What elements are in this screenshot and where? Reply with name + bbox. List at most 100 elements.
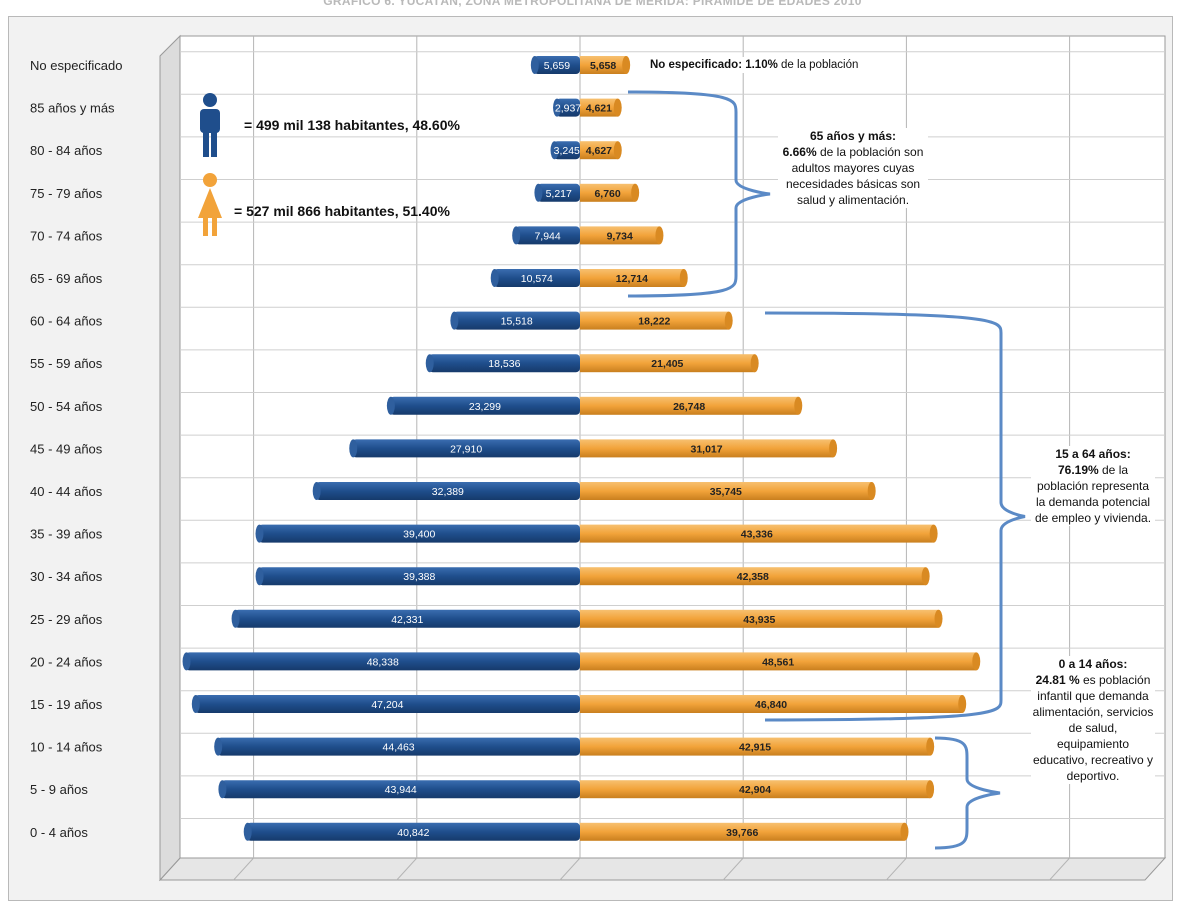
value-label-female: 42,904 xyxy=(739,784,771,796)
value-label-male: 5,659 xyxy=(544,60,570,72)
bar-male-cap xyxy=(534,183,543,202)
gridline-floor xyxy=(886,857,907,881)
bar-male xyxy=(315,482,580,500)
value-label-female: 43,935 xyxy=(743,614,775,626)
bar-female-cap xyxy=(613,141,622,160)
bar-male xyxy=(258,524,580,543)
category-label: 50 - 54 años xyxy=(30,399,103,414)
bars: 5,659 5,658 2,937 4,621 3,245 4,627 5,217 6,760… xyxy=(182,56,981,841)
bar-female xyxy=(580,141,618,160)
bar-female xyxy=(580,56,627,74)
bar-male xyxy=(246,822,580,841)
value-label-female: 35,745 xyxy=(710,486,742,498)
value-label-male: 18,536 xyxy=(488,358,520,370)
bar-female-cap xyxy=(958,695,967,713)
gridline-floor xyxy=(396,857,418,881)
gridline-floor xyxy=(233,857,254,881)
category-label: 0 - 4 años xyxy=(30,825,88,840)
value-label-male: 39,388 xyxy=(403,571,435,583)
category-labels: No especificado 85 años y más 80 - 84 años… xyxy=(30,58,123,840)
bar-female xyxy=(580,482,872,500)
bar-male-cap xyxy=(231,609,240,628)
category-label: 75 - 79 años xyxy=(30,186,103,201)
bar-female-cap xyxy=(929,524,938,543)
category-label: 20 - 24 años xyxy=(30,654,103,669)
category-label: 65 - 69 años xyxy=(30,271,103,286)
value-label-female: 43,336 xyxy=(741,529,773,541)
bar-female-cap xyxy=(926,737,935,756)
value-label-female: 39,766 xyxy=(726,827,758,839)
bar-female xyxy=(580,609,939,628)
bar-female xyxy=(580,524,934,543)
bar-female-cap xyxy=(926,780,935,799)
gridline-floor xyxy=(1049,857,1070,881)
value-label-female: 42,358 xyxy=(737,571,769,583)
male-person-icon xyxy=(200,93,220,157)
value-label-male: 3,245 xyxy=(554,145,580,157)
value-label-male: 40,842 xyxy=(397,827,429,839)
bar-male-cap xyxy=(450,311,459,330)
bar-female xyxy=(580,780,931,799)
category-label: 60 - 64 años xyxy=(30,314,103,329)
note-65-plus: 65 años y más: 6.66% de la población son … xyxy=(778,128,928,208)
category-label: 70 - 74 años xyxy=(30,228,103,243)
bar-male xyxy=(217,737,580,756)
bar-female xyxy=(580,98,618,117)
legend-female-text: = 527 mil 866 habitantes, 51.40% xyxy=(234,203,450,219)
bar-female xyxy=(580,269,684,287)
gridline-floor xyxy=(722,857,744,881)
value-label-male: 32,389 xyxy=(432,486,464,498)
bar-male xyxy=(185,652,580,671)
bar-male-cap xyxy=(214,737,223,756)
bar-male-cap xyxy=(349,439,358,458)
category-label: 35 - 39 años xyxy=(30,527,103,542)
bar-male xyxy=(515,226,580,245)
category-label: 55 - 59 años xyxy=(30,356,103,371)
category-label: 5 - 9 años xyxy=(30,782,88,797)
category-label: 40 - 44 años xyxy=(30,484,103,499)
value-label-female: 12,714 xyxy=(616,273,648,285)
gridline-floor xyxy=(559,857,581,881)
bar-female-cap xyxy=(921,567,930,586)
category-label: 80 - 84 años xyxy=(30,143,103,158)
value-label-male: 47,204 xyxy=(371,699,403,711)
bar-female xyxy=(580,226,660,245)
bar-female-cap xyxy=(829,439,838,458)
value-label-male: 5,217 xyxy=(546,188,572,200)
bar-male-cap xyxy=(512,226,521,245)
bar-female-cap xyxy=(794,396,803,415)
value-label-female: 4,627 xyxy=(586,145,612,157)
value-label-female: 9,734 xyxy=(607,230,633,242)
value-label-female: 21,405 xyxy=(651,358,683,370)
bar-female-cap xyxy=(972,652,981,671)
value-label-male: 43,944 xyxy=(385,784,417,796)
bar-female xyxy=(580,439,834,458)
category-label: 10 - 14 años xyxy=(30,740,103,755)
category-label: 85 años y más xyxy=(30,101,115,116)
value-label-female: 5,658 xyxy=(590,60,616,72)
bar-male xyxy=(493,269,580,287)
value-label-male: 48,338 xyxy=(367,656,399,668)
bar-male-cap xyxy=(550,141,559,160)
bar-female xyxy=(580,567,926,586)
value-label-male: 23,299 xyxy=(469,401,501,413)
bar-male-cap xyxy=(191,695,200,713)
bar-male xyxy=(352,439,580,458)
chart-title: GRÁFICO 6. YUCATÁN, ZONA METROPOLITANA D… xyxy=(323,0,862,8)
bar-male xyxy=(556,98,580,117)
value-label-female: 46,840 xyxy=(755,699,787,711)
bar-male xyxy=(553,141,580,160)
bar-female-cap xyxy=(631,183,640,202)
bar-male xyxy=(537,183,580,202)
bar-male-cap xyxy=(255,524,264,543)
bar-female xyxy=(580,183,636,202)
bar-female xyxy=(580,822,905,841)
bar-female-cap xyxy=(934,609,943,628)
category-label: 45 - 49 años xyxy=(30,441,103,456)
bar-female xyxy=(580,354,755,373)
category-label: 30 - 34 años xyxy=(30,569,103,584)
brackets xyxy=(627,90,1026,850)
category-label: No especificado xyxy=(30,58,123,73)
bar-female-cap xyxy=(750,354,759,373)
value-label-male: 15,518 xyxy=(501,316,533,328)
